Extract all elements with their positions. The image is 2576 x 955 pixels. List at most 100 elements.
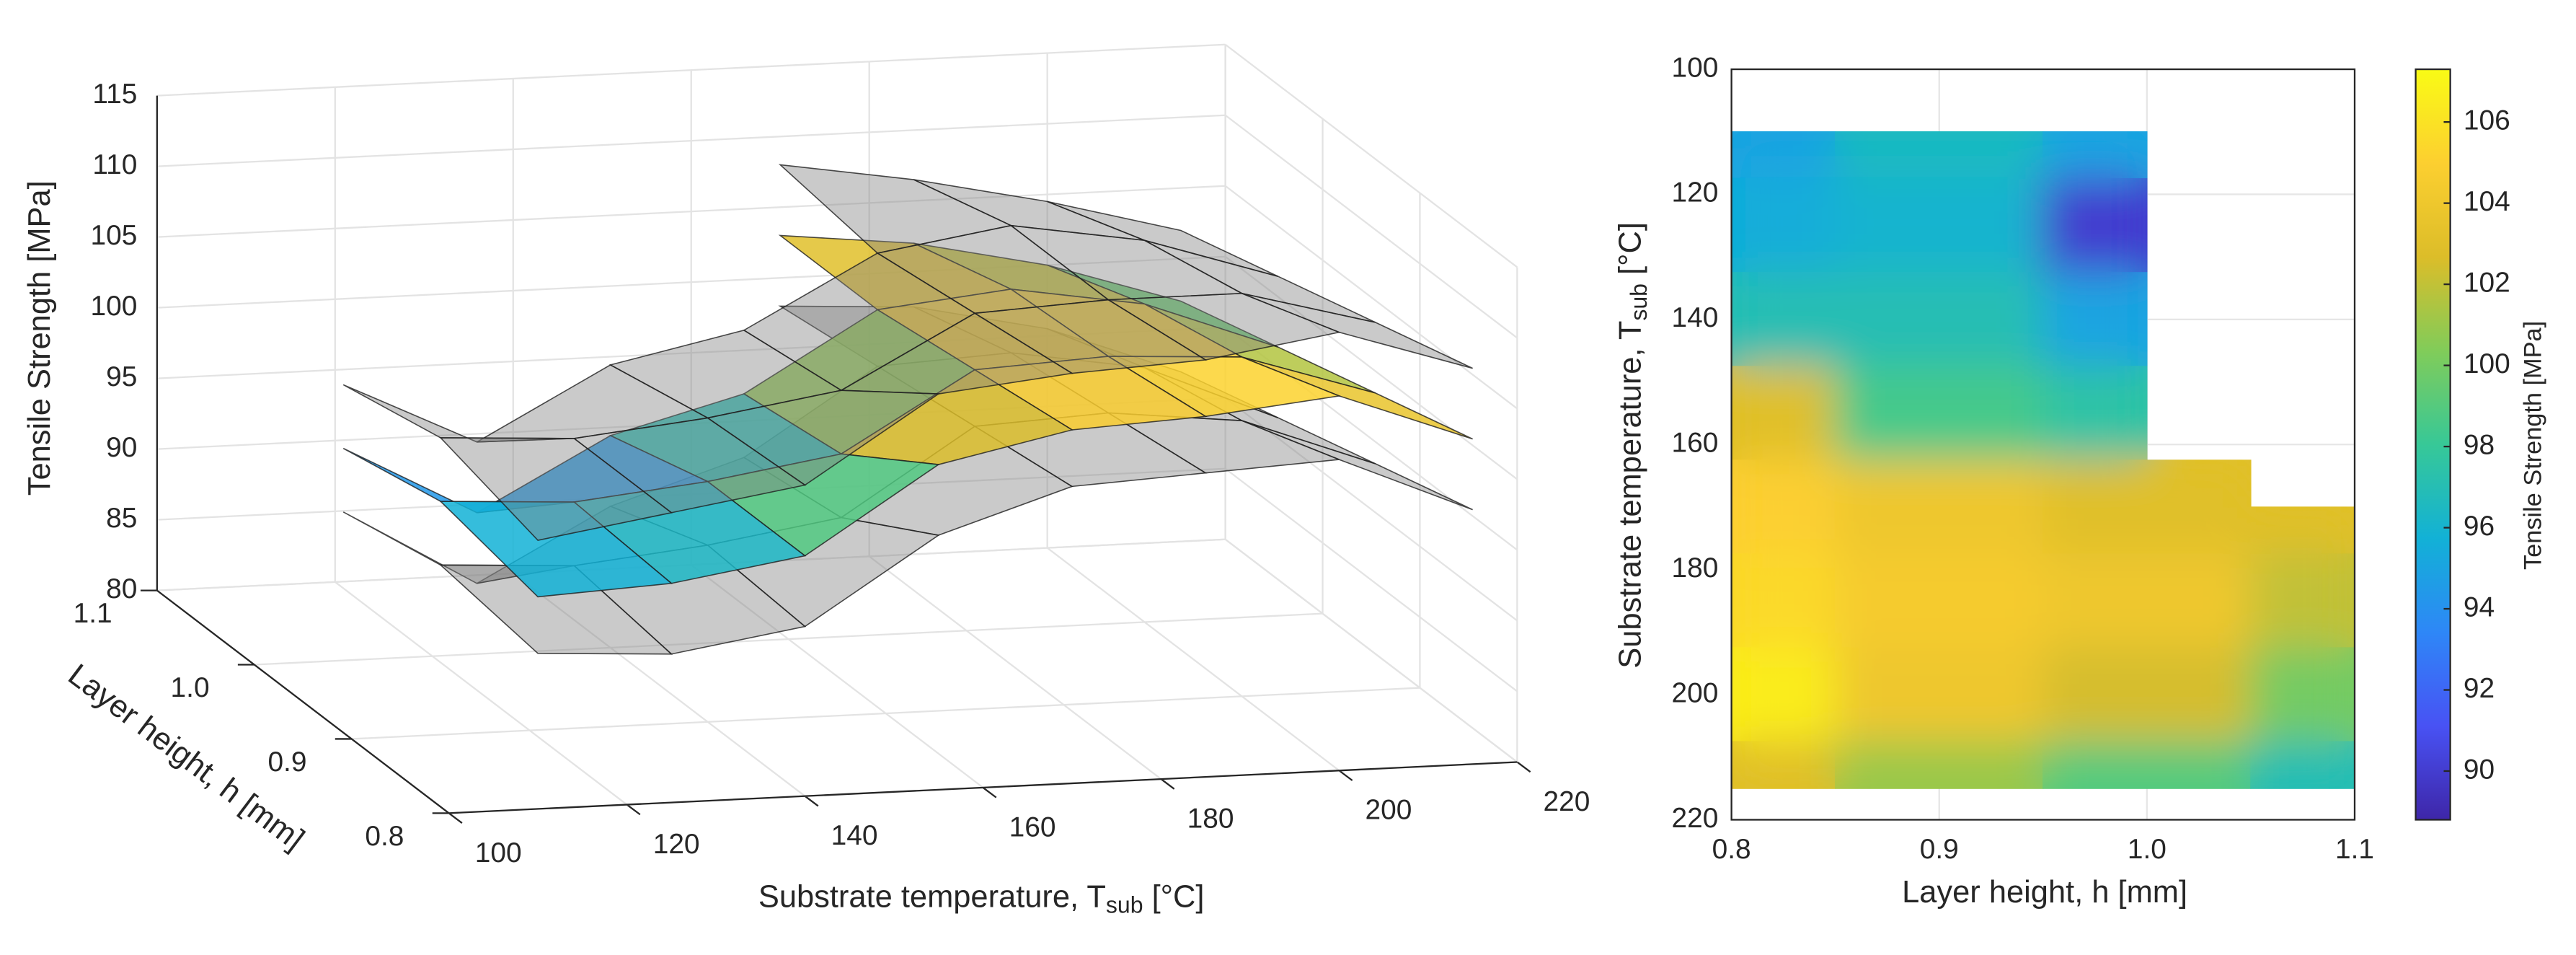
tick-mark [1516,761,1531,773]
heatmap-cell [1730,178,1836,273]
tick-mark [448,812,463,824]
x-tick-label: 1.1 [2335,834,2374,865]
y-tick-label: 180 [1671,553,1718,584]
x-tick-label: 160 [1009,811,1056,842]
y-tick-label: 1.1 [74,598,112,629]
grid-line [1046,547,1340,772]
colorbar-tick-label: 102 [2464,267,2510,298]
colorbar-tick-label: 96 [2464,511,2495,542]
x-tick-label: 140 [831,820,878,851]
heatmap-cell [2042,459,2252,555]
heatmap-cell [2042,647,2252,742]
grid-line [254,612,1323,666]
z-tick-label: 105 [91,220,138,251]
tick-mark [1160,778,1175,790]
grid-line [351,687,1420,740]
heatmap-cell [2250,506,2355,555]
heatmap-cell [2250,741,2355,789]
z-tick-label: 110 [92,149,137,180]
tick-mark [1338,770,1353,781]
grid-line [1224,43,1518,268]
heatmap-cell [1834,553,2044,648]
colorbar [2415,68,2451,821]
colorbar-tick-label: 104 [2464,186,2510,217]
y-tick-label: 1.0 [171,672,210,703]
surface-patch [439,437,673,541]
heatmap-cell [1730,459,1836,555]
tick-mark [804,795,819,807]
colorbar-tick-label: 100 [2464,348,2510,379]
y-tick-label: 200 [1671,677,1718,708]
heatmap-cell [2042,272,2148,367]
grid-line [868,555,1162,780]
y-tick-label: 220 [1671,803,1718,834]
grid-line [1224,538,1518,763]
x-axis-label: Layer height, h [mm] [1902,875,2187,910]
label-part: Substrate temperature, T [1614,321,1648,669]
heatmap [1730,131,2355,789]
x-tick-label: 180 [1187,804,1234,835]
grid-line [335,581,628,806]
heatmap-cell [1730,553,1836,648]
heatmap-cell [1730,272,1836,367]
z-tick-label: 115 [92,79,137,110]
heatmap-cells [1730,131,2355,789]
y-axis-label: Substrate temperature, Tsub [°C] [1614,222,1652,669]
y-tick-label: 140 [1671,302,1718,333]
axis-line [448,761,1518,814]
y-tick-label: 0.8 [365,821,404,852]
heatmap-cell [1834,459,2044,555]
colorbar-tick-label: 98 [2464,429,2495,460]
grid-line [691,564,984,788]
z-tick-label: 80 [106,573,137,604]
grid-line [1224,255,1518,480]
x-axis-label: Substrate temperature, Tsub [°C] [758,880,1205,918]
grid-line [1224,114,1518,339]
heatmap-cell [1834,366,2044,461]
heatmap-cell [2042,553,2252,648]
grid-line [513,573,806,797]
x-tick-label: 120 [653,829,700,860]
tick-mark [982,786,997,798]
heatmap-cell [1730,647,1836,742]
heatmap-cell [1834,647,2044,742]
heatmap-cell [2042,741,2252,789]
y-tick-label: 120 [1671,177,1718,208]
grid-line [1224,467,1518,692]
x-tick-label: 1.0 [2128,834,2166,865]
heatmap-cell [2250,553,2355,648]
heatmap-cell [1730,741,1836,789]
heatmap-cell [2250,647,2355,742]
y-tick-label: 160 [1671,428,1718,459]
label-part: [°C] [1614,222,1648,283]
label-subscript: sub [1106,892,1143,918]
label-part: [°C] [1143,880,1205,915]
x-tick-label: 200 [1366,795,1412,826]
heatmap-cell [1730,131,1836,180]
x-tick-label: 220 [1544,786,1590,817]
colorbar-tick-label: 92 [2464,673,2495,704]
colorbar-tick-label: 94 [2464,591,2495,622]
heatmap-cell [2042,131,2148,180]
label-part: Substrate temperature, T [758,880,1106,915]
x-tick-label: 0.8 [1712,834,1751,865]
axis-line [156,589,450,814]
z-tick-label: 85 [106,503,137,534]
heatmap-cell [1730,366,1836,461]
z-axis-label: Tensile Strength [MPa] [22,180,57,496]
tick-mark [626,804,641,816]
grid-line [1224,185,1518,410]
label-subscript: sub [1626,283,1652,321]
heatmap-cell [2042,366,2148,461]
y-tick-label: 0.9 [267,747,306,778]
z-tick-label: 100 [91,291,138,322]
heatmap-cell [1834,272,2044,367]
colorbar-tick-label: 106 [2464,105,2510,136]
surface-patch [439,501,673,598]
x-tick-label: 100 [475,837,522,868]
grid-line [1224,397,1518,622]
plot-box [1730,68,2356,821]
